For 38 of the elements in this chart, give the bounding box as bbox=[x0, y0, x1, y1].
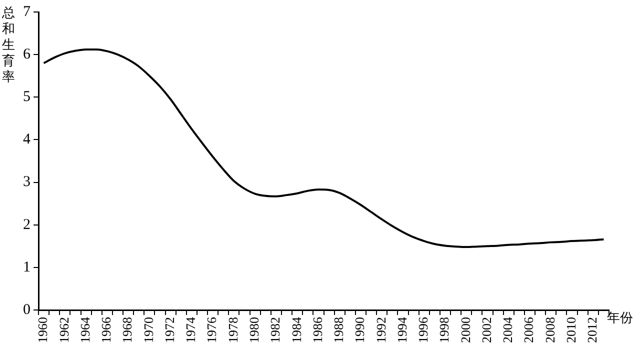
x-tick-label: 1970 bbox=[140, 317, 156, 343]
y-tick-label: 1 bbox=[23, 259, 30, 276]
x-tick-label: 1976 bbox=[204, 316, 220, 343]
x-tick-label: 1980 bbox=[246, 317, 262, 343]
x-tick-label: 1982 bbox=[268, 317, 283, 343]
x-tick-label: 1960 bbox=[35, 317, 50, 343]
x-tick-label: 1978 bbox=[225, 317, 240, 343]
line-series bbox=[42, 48, 605, 248]
y-tick-label: 6 bbox=[23, 46, 31, 63]
y-tick-label: 7 bbox=[23, 4, 31, 20]
x-tick-label: 1966 bbox=[98, 316, 114, 343]
x-tick-label: 2004 bbox=[500, 316, 516, 343]
x-tick-label: 1990 bbox=[352, 317, 368, 343]
x-tick-label: 1974 bbox=[183, 316, 198, 343]
y-tick-label: 2 bbox=[23, 216, 30, 233]
x-tick-label: 2012 bbox=[584, 317, 600, 343]
x-tick-label: 1962 bbox=[56, 317, 72, 343]
x-tick-label: 1992 bbox=[373, 317, 388, 343]
x-tick-label: 2008 bbox=[542, 317, 558, 343]
x-tick-label: 1994 bbox=[394, 316, 410, 343]
x-tick-label: 2006 bbox=[521, 316, 536, 343]
x-tick-label: 2010 bbox=[563, 317, 578, 343]
y-tick-label: 5 bbox=[23, 89, 30, 106]
x-tick-label: 1972 bbox=[162, 317, 177, 343]
x-tick-label: 1998 bbox=[436, 317, 452, 343]
x-tick-label: 2002 bbox=[478, 317, 494, 343]
x-tick-label: 1964 bbox=[77, 316, 92, 343]
y-axis-title: 总和生育率 bbox=[2, 6, 16, 86]
y-tick-label: 4 bbox=[23, 132, 31, 148]
x-tick-label: 2000 bbox=[458, 317, 473, 343]
x-axis-title: 年份 bbox=[607, 310, 633, 327]
y-tick-label: 0 bbox=[23, 302, 30, 318]
x-tick-label: 1986 bbox=[310, 316, 325, 343]
x-tick-label: 1968 bbox=[120, 317, 135, 343]
y-tick-label: 3 bbox=[23, 174, 30, 190]
x-tick-label: 1984 bbox=[288, 316, 304, 343]
x-tick-label: 1988 bbox=[331, 317, 346, 343]
x-tick-label: 1996 bbox=[416, 316, 431, 343]
